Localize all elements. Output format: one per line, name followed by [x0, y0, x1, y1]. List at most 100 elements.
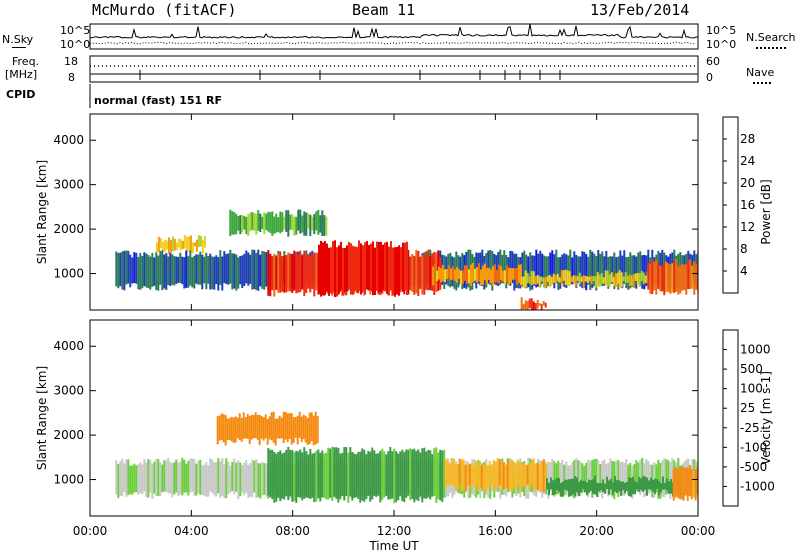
- heatmap-cell-band-7: [667, 263, 670, 292]
- heatmap-cell-band-4: [642, 476, 644, 492]
- heatmap-cell-band-5: [678, 469, 681, 500]
- heatmap-cell-band-4: [374, 247, 376, 295]
- heatmap-cell-band-2: [221, 256, 224, 291]
- heatmap-cell-band-4: [400, 247, 402, 291]
- heatmap-cell-band-3: [295, 251, 298, 294]
- heatmap-cell-band-1: [551, 458, 554, 496]
- heatmap-cell-band-4: [350, 243, 352, 295]
- heatmap-cell-band-0: [321, 210, 324, 236]
- heatmap-cell-band-3: [275, 256, 278, 290]
- heatmap-cell-band-2: [437, 452, 440, 500]
- heatmap-cell-band-0: [280, 417, 283, 439]
- heatmap-cell-band-0: [319, 215, 322, 233]
- heatmap-cell-band-0: [306, 418, 309, 445]
- heatmap-cell-band-1: [179, 239, 182, 251]
- heatmap-cell-band-3: [460, 459, 463, 492]
- heatmap-cell-band-2: [181, 256, 184, 285]
- heatmap-cell-band-0: [264, 414, 267, 439]
- heatmap-cell-band-5: [436, 270, 438, 282]
- heatmap-cell-band-7: [651, 258, 654, 295]
- heatmap-cell-band-7: [685, 264, 688, 295]
- heatmap-cell-band-2: [635, 256, 638, 289]
- heatmap-cell-band-2: [401, 449, 404, 501]
- heatmap-cell-band-8: [520, 297, 523, 310]
- heatmap-cell-band-2: [391, 451, 394, 499]
- heatmap-cell-band-2: [417, 449, 420, 501]
- heatmap-cell-band-1: [115, 460, 118, 495]
- heatmap-cell-band-3: [524, 464, 527, 489]
- heatmap-cell-band-2: [503, 250, 506, 284]
- heatmap-cell-band-2: [313, 452, 316, 503]
- heatmap-cell-band-1: [169, 462, 172, 494]
- heatmap-cell-band-6: [608, 274, 611, 287]
- heatmap-cell-band-4: [336, 247, 338, 297]
- heatmap-cell-band-4: [652, 480, 654, 492]
- heatmap-cell-band-4: [590, 480, 592, 491]
- heatmap-cell-band-2: [433, 448, 436, 496]
- nave-legend-dots: [753, 82, 771, 84]
- heatmap-cell-band-5: [498, 264, 500, 284]
- heatmap-cell-band-6: [592, 276, 595, 282]
- heatmap-cell-band-1: [171, 236, 174, 252]
- heatmap-cell-band-1: [185, 236, 188, 252]
- heatmap-cell-band-2: [589, 249, 592, 290]
- heatmap-cell-band-5: [468, 269, 470, 284]
- heatmap-cell-band-5: [684, 467, 687, 496]
- heatmap-cell-band-2: [389, 446, 392, 500]
- heatmap-cell-band-3: [409, 257, 412, 291]
- heatmap-cell-band-3: [407, 249, 410, 295]
- heatmap-cell-band-8: [536, 300, 539, 309]
- heatmap-cell-band-2: [121, 251, 124, 290]
- heatmap-cell-band-2: [349, 447, 352, 497]
- heatmap-cell-band-4: [402, 242, 404, 292]
- heatmap-cell-band-4: [338, 245, 340, 294]
- heatmap-cell-band-4: [616, 480, 618, 494]
- heatmap-cell-band-4: [546, 478, 548, 490]
- x-tick-label: 00:00: [681, 524, 716, 538]
- heatmap-cell-band-6: [644, 275, 647, 283]
- heatmap-cell-band-3: [309, 256, 312, 293]
- heatmap-cell-band-0: [309, 214, 312, 237]
- heatmap-cell-band-3: [444, 460, 447, 488]
- heatmap-cell-band-2: [539, 250, 542, 287]
- heatmap-cell-band-2: [395, 451, 398, 503]
- heatmap-cell-band-2: [523, 250, 526, 287]
- heatmap-cell-band-3: [470, 463, 473, 492]
- heatmap-cell-band-1: [565, 461, 568, 496]
- heatmap-cell-band-1: [119, 461, 122, 496]
- heatmap-cell-band-6: [620, 272, 623, 288]
- heatmap-cell-band-2: [281, 453, 284, 499]
- heatmap-cell-band-0: [243, 216, 246, 230]
- heatmap-cell-band-2: [175, 256, 178, 284]
- heatmap-cell-band-3: [512, 461, 515, 489]
- heatmap-cell-band-2: [321, 450, 324, 497]
- heatmap-cell-band-3: [313, 253, 316, 297]
- heatmap-cell-band-2: [573, 251, 576, 284]
- heatmap-cell-band-8: [524, 300, 527, 310]
- heatmap-cell-band-1: [557, 460, 560, 495]
- heatmap-cell-band-0: [253, 213, 256, 231]
- heatmap-cell-band-4: [386, 241, 388, 294]
- heatmap-cell-band-1: [175, 242, 178, 250]
- heatmap-cell-band-5: [490, 269, 492, 284]
- heatmap-cell-band-3: [544, 462, 547, 489]
- heatmap-cell-band-2: [277, 451, 280, 498]
- heatmap-cell-band-4: [406, 241, 408, 295]
- heatmap-cell-band-2: [197, 254, 200, 285]
- heatmap-cell-band-0: [246, 413, 249, 439]
- heatmap-cell-band-2: [501, 254, 504, 284]
- heatmap-cell-band-3: [458, 458, 461, 486]
- heatmap-cell-band-6: [528, 276, 531, 284]
- heatmap-cell-band-2: [185, 250, 188, 288]
- heatmap-cell-band-5: [506, 265, 508, 283]
- heatmap-cell-band-1: [255, 459, 258, 498]
- heatmap-cell-band-0: [233, 212, 236, 235]
- heatmap-cell-band-4: [364, 242, 366, 295]
- heatmap-cell-band-2: [289, 449, 292, 497]
- heatmap-cell-band-2: [613, 252, 616, 290]
- heatmap-cell-band-2: [575, 254, 578, 288]
- heatmap-cell-band-6: [636, 272, 639, 285]
- power-colorbar: 4 8 12 16 20 24 28: [722, 116, 755, 294]
- heatmap-cell-band-2: [467, 249, 470, 288]
- heatmap-cell-band-2: [243, 253, 246, 286]
